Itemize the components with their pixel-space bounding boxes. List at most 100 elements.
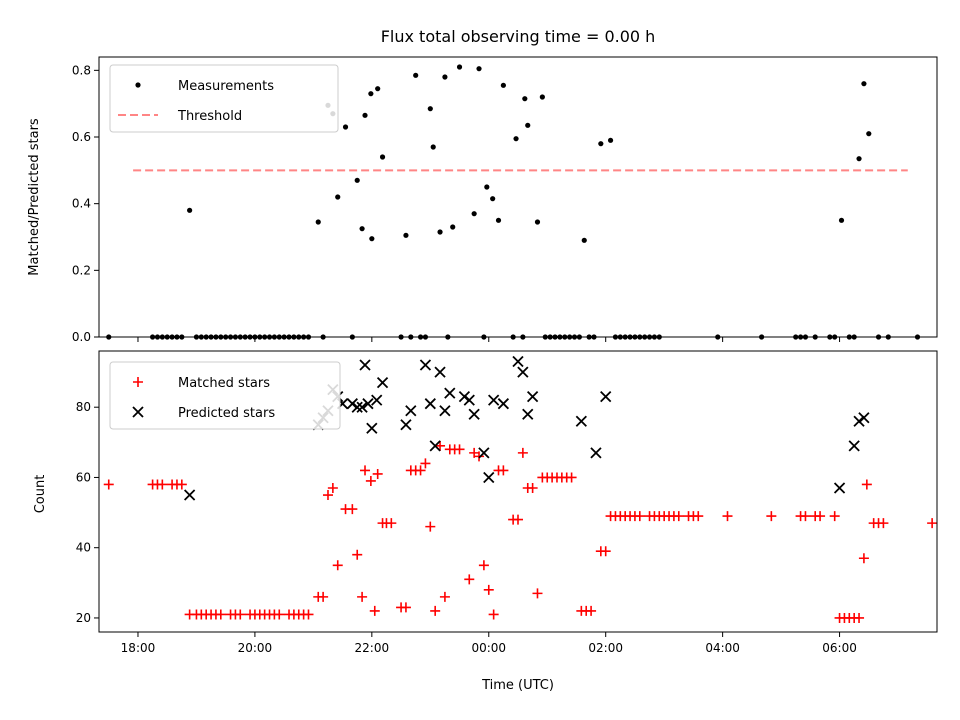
measurement-point [359,226,365,232]
predicted-star-marker [419,359,432,371]
predicted-star-marker [463,394,475,406]
matched-star-marker [483,584,494,595]
y-tick-label: 60 [76,470,91,484]
predicted-star-marker [512,355,524,368]
measurement-point [368,91,374,97]
matched-star-marker [415,465,426,476]
predicted-star-marker [424,398,436,410]
legend-label: Measurements [178,79,274,94]
top-plot-area: 0.0 0.2 0.4 0.6 0.8 Measurements Threshold [72,63,921,344]
predicted-star-marker [351,401,363,413]
matched-star-marker [878,518,889,529]
top-ylabel: Matched/Predicted stars [27,118,42,276]
predicted-star-marker [400,419,412,431]
matched-star-marker [488,609,499,620]
y-tick-label: 20 [76,611,91,625]
matched-star-marker [176,479,187,490]
measurement-point [476,66,482,72]
measurement-point [187,207,193,213]
y-tick-label: 0.8 [72,63,91,77]
predicted-star-marker [526,391,539,403]
predicted-star-marker [522,408,534,420]
y-tick-label: 0.0 [72,330,91,344]
y-tick-label: 80 [76,400,91,414]
matched-star-marker [861,479,872,490]
matched-star-marker [566,472,577,483]
matched-star-marker [766,511,777,522]
measurement-point [342,124,349,130]
matched-star-marker [858,553,869,564]
matched-star-marker [327,482,338,493]
measurement-point [456,64,463,70]
predicted-star-marker [359,359,371,371]
predicted-star-marker [362,398,374,410]
matched-star-marker [513,514,523,525]
legend: Measurements Threshold [109,64,339,133]
matched-star-marker [464,574,475,585]
bottom-plot-area: 20 40 60 80 18:00 20:00 22:00 00:00 02:00 04:00 06… [76,355,938,655]
measurement-point [525,122,531,128]
legend-marker-measurements [135,82,141,88]
measurement-point [430,144,436,150]
matched-star-marker [215,609,226,620]
measurement-point [495,217,502,223]
matched-star-marker [693,511,704,522]
matched-star-marker [157,479,168,490]
matched-star-marker [722,511,733,522]
predicted-star-marker [517,366,529,378]
measurement-point [315,219,321,225]
matched-star-marker [673,511,684,522]
legend-label: Matched stars [178,376,270,391]
predicted-star-marker [434,366,446,378]
measurement-point [362,112,368,118]
matched-star-marker [360,465,371,476]
bottom-ylabel: Count [33,475,48,514]
matched-star-marker [322,490,333,501]
chart-title: Flux total observing time = 0.00 h [381,27,656,46]
legend: Matched stars Predicted stars [109,361,341,430]
predicted-star-marker [444,387,456,399]
predicted-star-marker [371,394,383,406]
matched-star-marker [478,560,489,571]
matched-star-marker [586,605,597,616]
matched-star-marker [527,482,538,493]
x-tick-label: 02:00 [588,641,623,655]
predicted-star-marker [458,391,471,403]
measurement-point [607,137,614,143]
matched-star-marker [517,447,528,458]
predicted-star-marker [405,405,417,417]
predicted-star-marker [575,415,587,427]
matched-star-marker [454,444,465,455]
matched-star-marker [474,451,485,462]
legend-box [109,361,341,430]
predicted-star-marker [600,391,612,403]
measurement-point [403,232,409,238]
matched-star-marker [439,591,450,602]
matched-star-marker [103,479,114,490]
matched-star-marker [498,465,509,476]
y-tick-label: 0.2 [72,263,91,277]
matched-star-marker [532,588,543,599]
matched-star-marker [332,560,343,571]
matched-star-marker [430,605,441,616]
measurement-point [413,72,419,78]
measurement-point [369,236,375,242]
matched-star-marker [854,612,865,623]
legend-label: Threshold [177,109,242,124]
measurement-point [500,82,506,88]
matched-star-marker [365,475,376,486]
x-tick-label: 04:00 [705,641,740,655]
x-tick-label: 20:00 [238,641,273,655]
matched-star-marker [815,511,826,522]
predicted-star-marker [346,398,358,410]
legend-marker-predicted [132,406,144,418]
predicted-star-marker [497,398,510,410]
y-tick-label: 40 [76,541,91,555]
matched-star-marker [800,511,811,522]
matched-star-marker [235,609,246,620]
measurement-point [539,94,545,100]
measurement-point [856,156,862,162]
matched-star-marker [386,518,397,529]
legend-box [109,64,339,133]
matched-star-marker [435,440,446,451]
